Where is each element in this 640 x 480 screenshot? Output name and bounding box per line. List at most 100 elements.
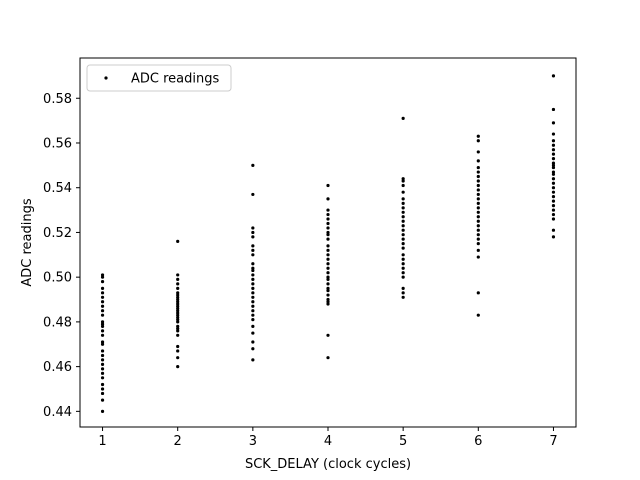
data-point: [251, 230, 255, 235]
y-tick-label: 0.56: [43, 136, 72, 151]
data-point: [401, 295, 405, 299]
data-point: [401, 177, 405, 181]
data-point: [326, 248, 330, 252]
data-point: [401, 210, 405, 214]
data-point: [100, 409, 105, 413]
data-point: [100, 320, 105, 324]
data-point: [100, 275, 105, 279]
data-point: [251, 253, 255, 257]
data-point: [401, 275, 405, 279]
data-point: [176, 291, 180, 295]
x-tick-label: 5: [399, 434, 407, 449]
data-point: [100, 367, 105, 371]
data-point: [176, 315, 180, 320]
data-point: [176, 333, 180, 337]
data-point: [401, 253, 405, 257]
data-point: [551, 161, 556, 165]
data-point: [326, 226, 330, 230]
legend: ADC readings: [86, 64, 232, 92]
data-point: [176, 239, 180, 243]
data-point: [100, 342, 105, 346]
data-point: [251, 358, 255, 362]
data-point: [251, 273, 255, 277]
data-point: [551, 181, 556, 185]
data-point: [251, 347, 255, 351]
data-point: [401, 286, 405, 290]
data-point: [476, 242, 480, 246]
data-point: [100, 358, 105, 362]
data-point: [551, 199, 556, 203]
data-point: [176, 324, 180, 328]
data-point: [251, 268, 255, 273]
data-point: [251, 248, 255, 252]
data-point: [551, 204, 556, 208]
data-point: [401, 224, 405, 228]
data-point: [476, 291, 480, 295]
data-point: [251, 282, 255, 286]
data-point: [100, 291, 105, 295]
data-point: [326, 257, 330, 261]
data-point: [251, 300, 255, 304]
data-point: [326, 212, 330, 217]
data-point: [326, 244, 330, 248]
data-point: [100, 324, 105, 328]
data-point: [401, 228, 405, 232]
data-point: [326, 237, 330, 241]
data-point: [476, 179, 480, 183]
data-point: [100, 286, 105, 290]
data-point: [176, 295, 180, 299]
data-point: [326, 293, 330, 297]
data-point: [401, 242, 405, 246]
data-point: [401, 116, 405, 120]
data-point: [176, 344, 180, 349]
data-point: [551, 163, 556, 167]
data-point: [551, 186, 556, 190]
data-point: [251, 277, 255, 281]
data-point: [100, 353, 105, 358]
data-point: [176, 306, 180, 311]
data-point: [401, 201, 405, 205]
data-point: [476, 206, 480, 210]
data-point: [476, 165, 480, 170]
data-point: [100, 304, 105, 308]
x-tick-label: 4: [324, 434, 332, 449]
data-point: [476, 197, 480, 201]
data-point: [326, 300, 330, 304]
data-point: [176, 329, 180, 333]
data-point: [100, 349, 105, 353]
data-point: [551, 228, 556, 232]
data-point: [476, 210, 480, 214]
data-point: [326, 277, 330, 281]
data-point: [476, 188, 480, 192]
data-point: [251, 291, 255, 295]
y-tick-label: 0.46: [43, 360, 72, 375]
data-point: [100, 340, 105, 344]
data-point: [326, 221, 330, 226]
data-point: [100, 295, 105, 299]
data-point: [176, 313, 180, 317]
data-point: [251, 324, 255, 328]
data-point: [100, 362, 105, 366]
x-axis-label: SCK_DELAY (clock cycles): [245, 457, 411, 472]
x-tick-label: 6: [474, 434, 482, 449]
y-axis-ticks: 0.44 0.46 0.48 0.50 0.52 0.54 0.56 0.58: [43, 92, 80, 420]
data-point: [176, 356, 180, 360]
data-point: [251, 331, 255, 335]
data-point: [251, 192, 255, 197]
legend-box: [86, 64, 232, 92]
data-point: [176, 309, 180, 313]
data-point: [176, 282, 180, 286]
data-point: [401, 257, 405, 261]
data-point: [251, 340, 255, 344]
data-point: [401, 246, 405, 250]
data-point: [326, 275, 330, 279]
data-point: [176, 286, 180, 290]
data-point: [551, 139, 556, 143]
data-point: [176, 277, 180, 281]
y-tick-label: 0.52: [43, 226, 72, 241]
data-point: [251, 235, 255, 239]
data-point: [251, 244, 255, 248]
data-point: [251, 313, 255, 317]
y-tick-label: 0.48: [43, 315, 72, 330]
x-tick-label: 1: [98, 434, 106, 449]
